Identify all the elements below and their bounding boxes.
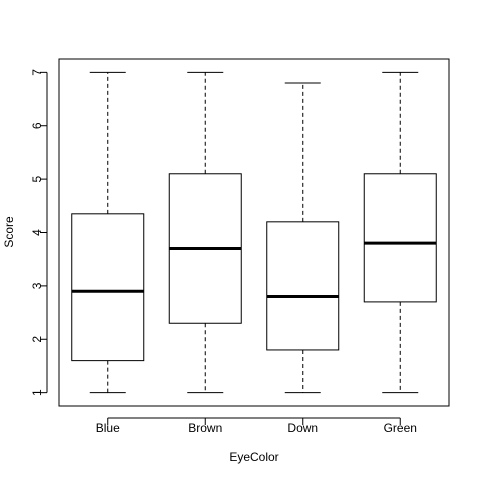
box-down	[266, 82, 340, 394]
y-tick-label: 3	[30, 282, 44, 289]
box-green	[363, 71, 437, 394]
x-tick-label-green: Green	[384, 421, 417, 435]
y-tick-label: 6	[30, 122, 44, 129]
y-tick-label: 7	[30, 69, 44, 76]
x-tick-label-down: Down	[287, 421, 318, 435]
y-tick-label: 5	[30, 175, 44, 182]
x-axis: Blue Brown Down Green	[96, 417, 417, 435]
y-tick-label: 2	[30, 336, 44, 343]
y-tick-label: 4	[30, 229, 44, 236]
box-brown	[168, 71, 242, 394]
y-tick-label: 1	[30, 389, 44, 396]
boxes	[71, 71, 437, 394]
box-blue	[71, 71, 145, 394]
y-axis-label: Score	[2, 216, 16, 248]
x-axis-label: EyeColor	[229, 450, 278, 464]
iqr-box	[266, 221, 340, 351]
y-axis: 1 2 3 4 5 6 7	[30, 69, 48, 396]
x-tick-label-brown: Brown	[188, 421, 222, 435]
x-tick-label-blue: Blue	[96, 421, 120, 435]
iqr-box	[363, 173, 437, 303]
iqr-box	[71, 213, 145, 362]
plot-frame	[58, 58, 450, 407]
